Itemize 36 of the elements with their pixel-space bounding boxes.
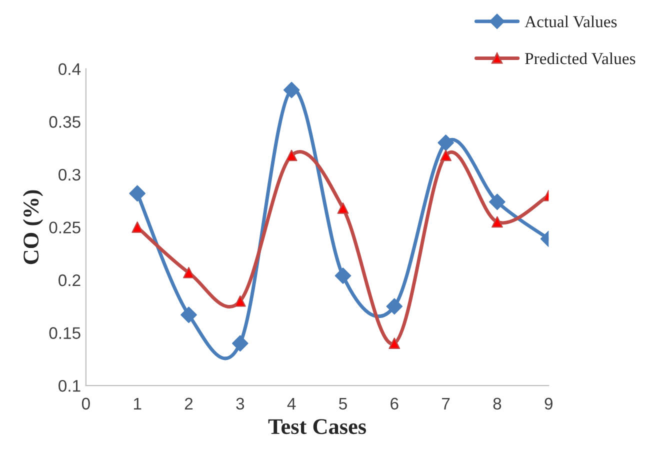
y-axis-title: CO (%) (22, 190, 44, 264)
y-tick-label: 0.2 (58, 274, 80, 286)
point (489, 194, 506, 210)
point (232, 335, 248, 352)
x-axis-title: Test Cases (268, 419, 366, 434)
x-tick-label: 2 (184, 398, 193, 410)
x-tick-label: 6 (390, 398, 398, 410)
y-tick-label: 0.1 (58, 380, 80, 392)
point (234, 295, 246, 307)
point (183, 266, 194, 278)
y-tick-label: 0.4 (58, 63, 81, 76)
legend-label: Predicted Values (525, 52, 636, 64)
x-tick-label: 0 (82, 398, 90, 410)
point (492, 216, 503, 228)
point (334, 268, 352, 284)
x-tick-label: 3 (236, 398, 244, 410)
x-tick-label: 1 (134, 398, 142, 410)
x-tick-label: 7 (442, 398, 450, 410)
x-tick-label: 4 (287, 398, 296, 410)
y-tick-label: 0.3 (58, 168, 80, 181)
y-tick-label: 0.35 (49, 116, 80, 128)
point (388, 338, 400, 350)
x-tick-label: 5 (339, 398, 347, 410)
point (337, 202, 349, 214)
legend-label: Actual Values (524, 16, 617, 28)
x-tick-label: 8 (493, 398, 502, 410)
point (438, 134, 454, 151)
point (386, 298, 403, 315)
point (283, 82, 300, 98)
point (129, 185, 146, 202)
y-tick-label: 0.15 (49, 327, 80, 339)
point (286, 150, 298, 162)
point (440, 150, 452, 162)
x-tick-label: 9 (544, 398, 552, 410)
y-tick-label: 0.25 (49, 222, 80, 234)
point (180, 306, 197, 323)
